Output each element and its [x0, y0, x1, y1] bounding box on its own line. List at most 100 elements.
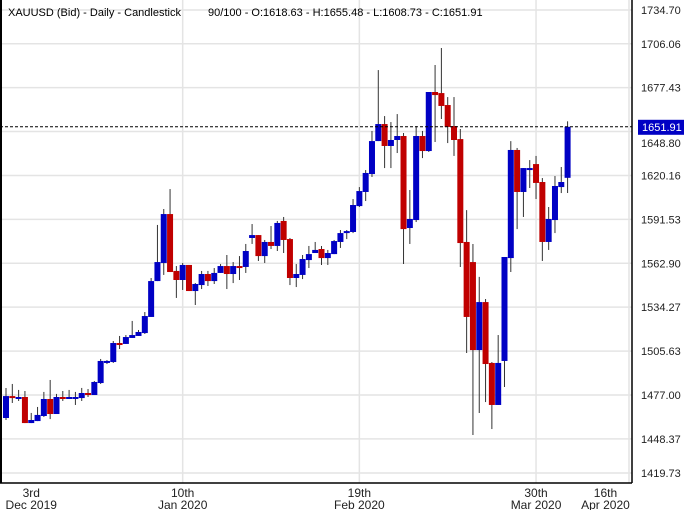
candle-body [268, 241, 275, 246]
candle-body [141, 316, 148, 334]
candle-body [444, 105, 451, 127]
candle [551, 176, 558, 234]
candle-body [78, 393, 85, 399]
candle [97, 358, 104, 384]
candle [110, 341, 117, 363]
candle [507, 141, 514, 273]
candle [419, 130, 426, 159]
candle-body [356, 191, 363, 207]
candle-body [419, 136, 426, 152]
candle-body [507, 149, 514, 259]
candle-body [53, 396, 60, 415]
candle [72, 391, 79, 405]
candle-body [305, 254, 312, 261]
candle-body [469, 262, 476, 351]
candle [103, 360, 110, 365]
time-tick-month: Apr 2020 [581, 498, 630, 510]
candle-body [167, 214, 174, 273]
price-tick-label: 1677.43 [641, 83, 681, 95]
candle [501, 256, 508, 388]
candle [324, 249, 331, 265]
candle-body [438, 93, 445, 106]
candle-body [34, 414, 41, 422]
candle-body [564, 126, 571, 178]
candle-body [255, 235, 262, 257]
candle-body [362, 172, 369, 192]
candle-body [3, 396, 9, 419]
candle-body [432, 92, 439, 96]
candle [413, 126, 420, 223]
candle-body [286, 239, 293, 279]
candle-body [387, 139, 394, 146]
candle [198, 270, 205, 290]
candle [53, 393, 60, 415]
candle [192, 283, 199, 305]
candle-body [463, 241, 470, 317]
candle [337, 230, 344, 248]
candle-body [217, 266, 224, 273]
candle [9, 383, 16, 403]
candle-body [501, 256, 508, 361]
ohlc-readout: 90/100 - O:1618.63 - H:1655.48 - L:1608.… [208, 7, 483, 19]
candle [558, 166, 565, 194]
candle [217, 264, 224, 273]
candle [141, 312, 148, 334]
price-tick-label: 1562.90 [641, 258, 681, 270]
candle [482, 299, 489, 403]
candle [40, 391, 47, 417]
candle [343, 230, 350, 240]
candle-body [413, 136, 420, 221]
candle-body [59, 396, 66, 399]
candle [331, 239, 338, 255]
price-axis[interactable]: 1734.70 1706.06 1677.43 1648.80 1620.16 1591.… [641, 5, 681, 480]
time-tick-day: 30th [524, 486, 547, 500]
candle-body [103, 360, 110, 363]
time-tick-month: Mar 2020 [511, 498, 562, 510]
candle [135, 329, 142, 336]
candle [318, 245, 325, 265]
price-tick-label: 1505.63 [641, 346, 681, 358]
candle [173, 266, 180, 298]
candle-body [116, 343, 123, 346]
candle [21, 391, 28, 424]
candle [451, 97, 458, 156]
candle-body [394, 136, 401, 140]
candle-body [15, 396, 22, 399]
candle-body [192, 283, 199, 292]
candle-body [293, 274, 300, 279]
candle-body [236, 266, 243, 269]
candle [526, 160, 533, 188]
candle-body [129, 335, 136, 338]
candle [236, 256, 243, 280]
candle [425, 92, 432, 152]
candle-body [312, 249, 319, 254]
time-tick-day: 19th [348, 486, 371, 500]
candle [305, 245, 312, 269]
candle [457, 128, 464, 267]
current-price-label: 1651.91 [638, 119, 684, 135]
candle-body [160, 214, 167, 263]
candle [488, 362, 495, 430]
candle-body [9, 396, 16, 399]
candle [293, 264, 300, 288]
candle-body [110, 343, 117, 363]
candle-body [539, 182, 546, 242]
candle [59, 391, 66, 401]
price-tick-label: 1648.80 [641, 138, 681, 150]
candle [381, 116, 388, 169]
candle-body [47, 398, 54, 415]
candle-body [318, 249, 325, 259]
time-tick-month: Dec 2019 [6, 498, 58, 510]
candle [406, 189, 413, 244]
candle-body [514, 149, 521, 192]
candle [47, 379, 54, 420]
time-tick-day: 3rd [23, 486, 40, 500]
candle-body [526, 168, 533, 171]
candle-body [495, 362, 502, 405]
candle [545, 207, 552, 250]
candle-body [406, 218, 413, 229]
candle [520, 168, 527, 217]
candle-body [551, 185, 558, 221]
